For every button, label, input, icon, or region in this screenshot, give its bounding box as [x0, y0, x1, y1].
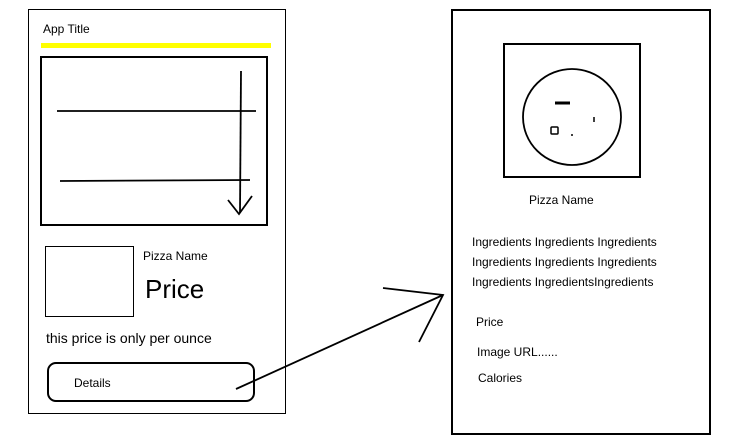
- price-label: Price: [145, 274, 205, 304]
- details-button-label: Details: [74, 376, 111, 390]
- ingredients-line-1: Ingredients Ingredients Ingredients: [472, 235, 657, 249]
- detail-price: Price: [476, 315, 504, 329]
- detail-calories: Calories: [478, 371, 523, 385]
- price-note: this price is only per ounce: [46, 330, 212, 346]
- scroll-area[interactable]: [40, 56, 268, 226]
- ingredients-line-2: Ingredients Ingredients Ingredients: [472, 255, 657, 269]
- details-button[interactable]: Details: [47, 362, 255, 402]
- detail-image-url: Image URL......: [477, 345, 558, 359]
- detail-pizza-name: Pizza Name: [529, 193, 594, 207]
- pizza-name-label: Pizza Name: [143, 249, 208, 263]
- pizza-image-frame: [503, 43, 641, 178]
- header-underline: [41, 43, 271, 48]
- ingredients-line-3: Ingredients IngredientsIngredients: [472, 275, 654, 289]
- pizza-thumbnail: [45, 246, 134, 317]
- app-title: App Title: [43, 22, 90, 36]
